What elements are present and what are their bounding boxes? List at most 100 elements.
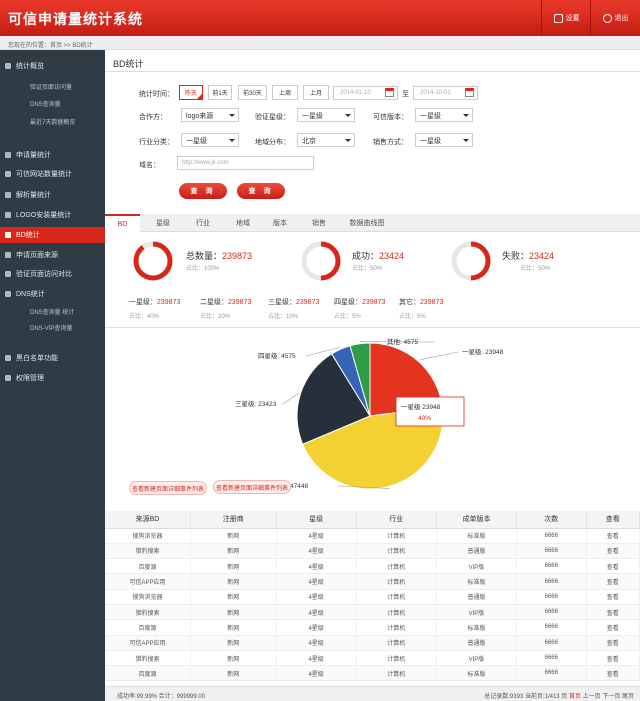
ring-progress (451, 241, 491, 281)
chevron-down-icon (229, 139, 235, 142)
date-to-input[interactable]: 2014-10-01 (413, 86, 478, 100)
pie-slice[interactable] (302, 406, 444, 490)
table-row: 可信APP应用 新网 4星级 计算机 标准版 6666 查看 (105, 573, 640, 590)
view-link[interactable]: 查看 (586, 619, 640, 636)
success-ring (301, 241, 341, 281)
query-button-2[interactable]: 查 询 (237, 183, 285, 199)
fail-label: 失败： (502, 251, 530, 261)
sales-select[interactable]: 一星级 (415, 133, 473, 147)
time-button-lastweek[interactable]: 上周 (272, 85, 298, 100)
table-cell: 普通版 (436, 589, 518, 605)
sidebar-item-label: 验证页面访问对比 (16, 271, 72, 278)
tab-sales[interactable]: 销售 (312, 220, 326, 227)
first-page-link[interactable]: 首页 (568, 694, 581, 700)
sidebar-item[interactable]: 申请页面来源 (0, 247, 105, 263)
tab-region[interactable]: 地域 (236, 220, 250, 227)
sidebar-subitem[interactable]: 最近7天数据概览 (0, 114, 105, 128)
column-header: 查看 (586, 511, 640, 529)
view-link[interactable]: 查看 (586, 543, 640, 560)
region-select[interactable]: 北京 (297, 133, 355, 147)
sidebar-subitem[interactable]: DNS-VIP查询量 (0, 320, 105, 334)
view-link[interactable]: 查看 (586, 558, 640, 575)
sidebar-subitem[interactable]: DNS查询量 统计 (0, 304, 105, 318)
success-sub: 占比：50% (352, 266, 383, 272)
tab-data-curve[interactable]: 数据曲线图 (349, 220, 385, 227)
slice-label: 其他: 4575 (387, 337, 418, 346)
view-link[interactable]: 查看 (586, 589, 640, 605)
sidebar-item[interactable]: 统计概览 (0, 58, 105, 74)
table-cell: 计算机 (356, 665, 437, 682)
view-link[interactable]: 查看 (586, 665, 640, 682)
table-cell: VIP版 (436, 650, 518, 667)
time-label: 统计时间： (139, 91, 174, 98)
table-row: 搜狗浏览器 新网 4星级 计算机 普通版 6666 查看 (105, 589, 640, 605)
table-cell: 百度源 (105, 665, 192, 682)
industry-label: 行业分类： (139, 139, 174, 146)
pie-slice[interactable] (349, 342, 371, 417)
view-events-button-2[interactable]: 查看新建页面详细事件列表 (213, 480, 291, 494)
user-icon (5, 355, 11, 361)
bar-chart-icon (5, 63, 11, 69)
sidebar-item[interactable]: 验证页面访问对比 (0, 266, 105, 282)
chevron-down-icon (463, 139, 469, 142)
calendar-icon[interactable] (465, 88, 474, 97)
logout-button[interactable]: 退出 (590, 0, 640, 36)
view-link[interactable]: 查看 (586, 573, 640, 590)
pie-slice[interactable] (296, 353, 371, 445)
level-2-label: 二星级： (200, 299, 228, 306)
table-cell: 4星级 (276, 650, 357, 667)
table-cell: 新网 (190, 635, 277, 651)
sidebar-item[interactable]: LOGO安装量统计 (0, 207, 105, 223)
date-from-input[interactable]: 2014-01-10 (333, 86, 398, 100)
sidebar-item[interactable]: 解析量统计 (0, 187, 105, 203)
level-3-value: 239873 (296, 299, 320, 306)
sidebar-item[interactable]: 申请量统计 (0, 147, 105, 163)
calendar-icon[interactable] (385, 88, 394, 97)
time-button-prev30[interactable]: 前30天 (238, 85, 267, 100)
tab-industry[interactable]: 行业 (196, 220, 210, 227)
page-links[interactable]: 上一页 下一页 尾页 (582, 694, 634, 700)
globe-icon (5, 271, 11, 277)
domain-input[interactable]: http://www.jk.com (177, 156, 314, 170)
industry-select[interactable]: 一星级 (181, 133, 239, 147)
fail-stat: 失败：23424 (502, 249, 554, 262)
sidebar-item[interactable]: 可信网站数量统计 (0, 166, 105, 182)
view-link[interactable]: 查看 (586, 650, 640, 667)
data-table: 来源BD 注册商 星级 行业 成单版本 次数 查看 搜狗浏览器 新网 4星级 计算机 标准版 6666… (105, 511, 640, 682)
table-cell: 新网 (190, 528, 277, 544)
settings-button[interactable]: 设置 (541, 0, 591, 36)
view-link[interactable]: 查看 (586, 635, 640, 651)
region-value: 北京 (302, 138, 316, 145)
tab-bd[interactable]: BD (105, 214, 140, 232)
view-link[interactable]: 查看 (586, 528, 640, 544)
sidebar-subitem[interactable]: 验证页面访问量 (0, 79, 105, 93)
partner-value: logo来源 (186, 113, 214, 120)
tab-version[interactable]: 版本 (273, 220, 287, 227)
slice-label: 47448 (290, 483, 308, 490)
verify-select[interactable]: 一星级 (297, 108, 355, 122)
sidebar-item[interactable]: 黑白名单功能 (0, 350, 105, 366)
version-select[interactable]: 一星级 (415, 108, 473, 122)
sidebar-item-label: 验证页面访问量 (30, 84, 73, 91)
table-cell: 6666 (516, 665, 587, 682)
sidebar-item[interactable]: 权限管理 (0, 370, 105, 386)
time-button-prev1[interactable]: 前1天 (208, 85, 232, 100)
table-cell: 新网 (190, 543, 277, 560)
view-events-button[interactable]: 查看新建页面详细事件列表 (129, 481, 207, 495)
time-button-lastmonth[interactable]: 上月 (303, 85, 329, 100)
leader-line (305, 347, 340, 357)
view-link[interactable]: 查看 (586, 604, 640, 621)
sidebar-item[interactable]: BD统计 (0, 227, 105, 243)
time-button-yesterday[interactable]: 昨天 (179, 85, 203, 100)
level-3-sub: 占比：10% (268, 314, 299, 320)
total-label: 总数量： (186, 251, 223, 261)
query-button[interactable]: 查 询 (179, 183, 227, 199)
table-cell: 4星级 (276, 619, 357, 636)
tab-level[interactable]: 星级 (156, 220, 170, 227)
sales-value: 一星级 (420, 138, 441, 145)
table-cell: 普通版 (436, 635, 518, 651)
sidebar-subitem[interactable]: DNS查询量 (0, 96, 105, 110)
sidebar-item[interactable]: DNS统计 (0, 286, 105, 302)
sidebar-item-label: LOGO安装量统计 (16, 212, 72, 219)
partner-select[interactable]: logo来源 (181, 108, 239, 122)
